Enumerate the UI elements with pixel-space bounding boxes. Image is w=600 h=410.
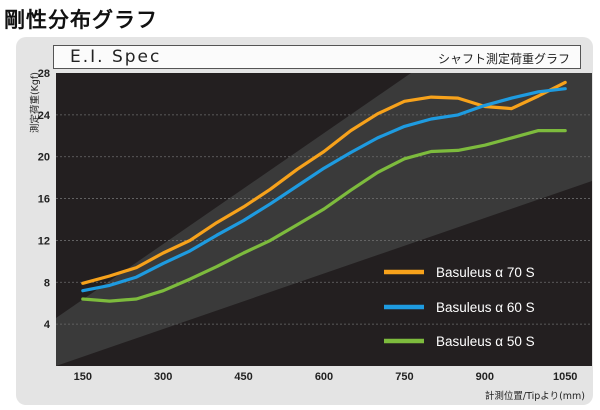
panel-title: E.I. Spec [70,47,162,67]
legend: Basuleus α 70 S Basuleus α 60 S Basuleus α… [384,265,535,349]
y-axis-title: 測定荷重(Kgf) [29,72,41,133]
x-tick-label: 150 [74,371,92,383]
x-axis-title: 計測位置/Tipより(mm) [485,390,585,402]
series-line [81,129,567,303]
x-tick-label: 600 [315,371,333,383]
x-tick-labels: 150 300 450 600 750 900 1050 [74,371,578,383]
y-tick-label: 20 [38,152,50,164]
x-tick-label: 1050 [553,371,577,383]
x-tick-label: 300 [154,371,172,383]
series-line [81,87,567,293]
panel-header: E.I. Spec シャフト測定荷重グラフ [53,45,581,69]
y-tick-label: 24 [38,110,51,122]
y-tick-label: 16 [38,194,50,206]
legend-label: Basuleus α 50 S [436,334,535,349]
grid-lines [56,114,592,325]
y-tick-label: 8 [44,277,50,289]
y-tick-label: 28 [38,68,50,80]
legend-label: Basuleus α 60 S [436,300,535,315]
y-tick-labels: 4 8 12 16 20 24 28 [38,68,51,331]
y-tick-label: 12 [38,235,50,247]
panel-subtitle: シャフト測定荷重グラフ [437,52,570,66]
legend-label: Basuleus α 70 S [436,265,535,280]
x-tick-label: 750 [395,371,413,383]
x-tick-label: 900 [476,371,494,383]
series-lines [81,80,567,303]
x-tick-label: 450 [234,371,252,383]
plot-band [56,73,592,366]
page-heading: 剛性分布グラフ [4,8,158,32]
y-tick-label: 4 [44,319,51,331]
